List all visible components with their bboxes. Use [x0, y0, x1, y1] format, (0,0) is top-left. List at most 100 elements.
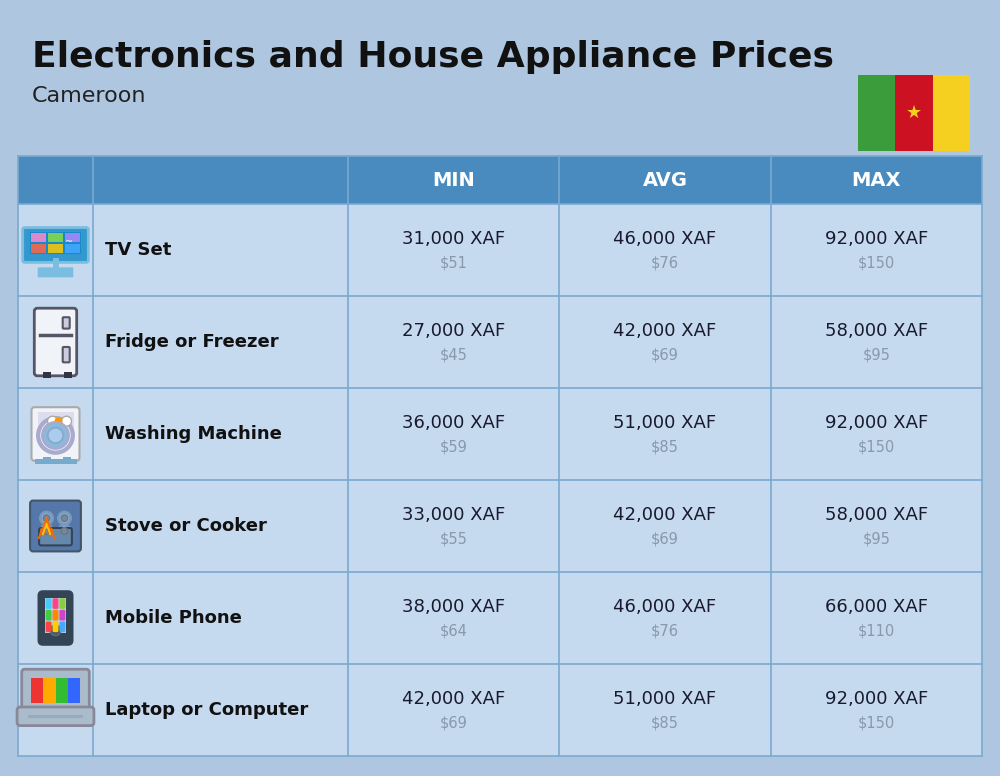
Circle shape — [43, 514, 50, 521]
Text: 92,000 XAF: 92,000 XAF — [825, 414, 928, 432]
Bar — [62, 457, 70, 462]
Text: Mobile Phone: Mobile Phone — [105, 609, 242, 627]
Text: Cameroon: Cameroon — [32, 86, 146, 106]
Text: $55: $55 — [440, 532, 468, 546]
Bar — [31, 244, 46, 253]
Text: ★: ★ — [906, 104, 922, 122]
Circle shape — [61, 514, 68, 521]
Text: 51,000 XAF: 51,000 XAF — [613, 690, 717, 708]
Bar — [771, 156, 982, 204]
Bar — [48, 234, 63, 242]
Text: Electronics and House Appliance Prices: Electronics and House Appliance Prices — [32, 40, 834, 74]
Bar — [68, 678, 80, 702]
Bar — [43, 372, 51, 378]
Bar — [64, 372, 72, 378]
Bar — [18, 480, 982, 572]
Text: 42,000 XAF: 42,000 XAF — [402, 690, 505, 708]
Text: $110: $110 — [858, 623, 895, 639]
Text: MAX: MAX — [852, 171, 901, 189]
Bar — [348, 156, 559, 204]
Bar — [56, 678, 68, 702]
FancyBboxPatch shape — [59, 610, 65, 621]
Bar — [28, 715, 83, 718]
Bar — [18, 388, 982, 480]
Bar — [34, 459, 76, 464]
Bar — [18, 664, 982, 756]
Polygon shape — [39, 517, 55, 539]
Circle shape — [54, 417, 62, 425]
Text: $69: $69 — [651, 532, 679, 546]
Circle shape — [58, 512, 71, 525]
FancyBboxPatch shape — [63, 317, 70, 328]
Text: 42,000 XAF: 42,000 XAF — [613, 506, 717, 524]
Text: ~: ~ — [65, 237, 73, 248]
Text: Stove or Cooker: Stove or Cooker — [105, 517, 267, 535]
Text: MIN: MIN — [432, 171, 475, 189]
Text: $69: $69 — [440, 715, 468, 730]
Text: 38,000 XAF: 38,000 XAF — [402, 598, 505, 616]
Text: $64: $64 — [440, 623, 468, 639]
Bar — [559, 156, 771, 204]
Text: $51: $51 — [440, 255, 468, 271]
Text: 58,000 XAF: 58,000 XAF — [825, 506, 928, 524]
Circle shape — [40, 525, 53, 537]
FancyBboxPatch shape — [30, 501, 81, 552]
Bar — [93, 156, 348, 204]
Bar — [30, 232, 81, 254]
Text: 42,000 XAF: 42,000 XAF — [613, 322, 717, 340]
Bar — [18, 572, 982, 664]
Bar — [18, 296, 982, 388]
Bar — [48, 244, 63, 253]
FancyBboxPatch shape — [53, 622, 58, 632]
FancyBboxPatch shape — [53, 610, 58, 621]
Bar — [31, 678, 43, 702]
Text: Fridge or Freezer: Fridge or Freezer — [105, 333, 279, 351]
Text: $76: $76 — [651, 623, 679, 639]
Circle shape — [61, 528, 68, 535]
FancyBboxPatch shape — [23, 227, 88, 262]
Text: Washing Machine: Washing Machine — [105, 425, 282, 443]
FancyBboxPatch shape — [59, 598, 65, 609]
Text: 36,000 XAF: 36,000 XAF — [402, 414, 505, 432]
Text: Laptop or Computer: Laptop or Computer — [105, 701, 308, 719]
Text: 51,000 XAF: 51,000 XAF — [613, 414, 717, 432]
Circle shape — [48, 428, 63, 443]
Text: 66,000 XAF: 66,000 XAF — [825, 598, 928, 616]
Bar — [45, 598, 66, 632]
FancyBboxPatch shape — [32, 407, 80, 461]
FancyBboxPatch shape — [59, 622, 65, 632]
Bar — [18, 156, 93, 204]
Bar — [43, 678, 56, 702]
Text: 27,000 XAF: 27,000 XAF — [402, 322, 505, 340]
Circle shape — [58, 525, 71, 537]
Text: $95: $95 — [862, 532, 890, 546]
Text: $150: $150 — [858, 715, 895, 730]
Bar — [42, 457, 50, 462]
Circle shape — [40, 512, 53, 525]
Text: $150: $150 — [858, 255, 895, 271]
Text: $85: $85 — [651, 715, 679, 730]
Bar — [895, 75, 933, 151]
Text: $45: $45 — [440, 348, 468, 362]
Text: 92,000 XAF: 92,000 XAF — [825, 690, 928, 708]
Text: $95: $95 — [862, 348, 890, 362]
Circle shape — [62, 416, 72, 426]
FancyBboxPatch shape — [38, 268, 73, 277]
FancyBboxPatch shape — [53, 598, 58, 609]
Circle shape — [38, 418, 73, 452]
Bar — [65, 234, 80, 242]
Text: $59: $59 — [440, 439, 468, 455]
Bar — [858, 75, 895, 151]
Text: 58,000 XAF: 58,000 XAF — [825, 322, 928, 340]
Bar — [933, 75, 970, 151]
FancyBboxPatch shape — [34, 308, 77, 376]
Text: TV Set: TV Set — [105, 241, 171, 259]
FancyBboxPatch shape — [63, 347, 70, 362]
Bar — [65, 244, 80, 253]
Circle shape — [42, 422, 69, 449]
Circle shape — [48, 416, 58, 426]
Text: 46,000 XAF: 46,000 XAF — [613, 598, 717, 616]
Bar — [18, 204, 982, 296]
Text: 31,000 XAF: 31,000 XAF — [402, 230, 505, 248]
Text: $76: $76 — [651, 255, 679, 271]
